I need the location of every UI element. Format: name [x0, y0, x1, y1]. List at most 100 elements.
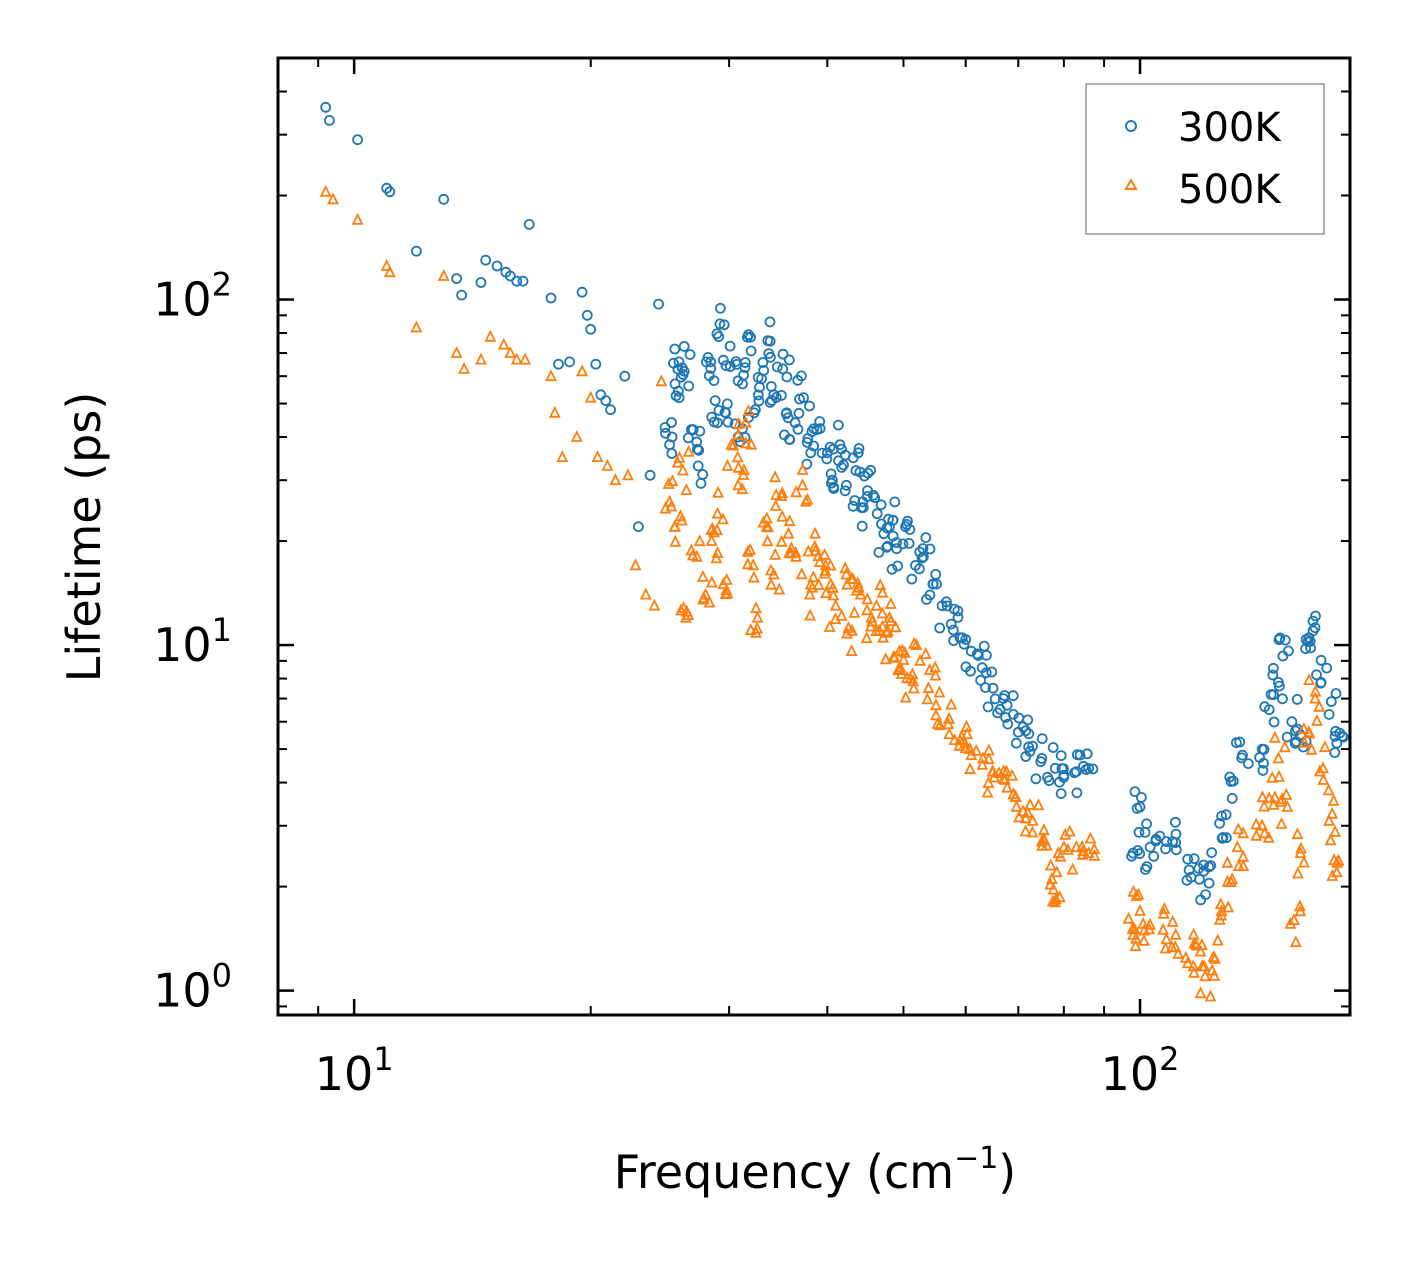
series-300k-point [1323, 709, 1335, 720]
series-300k-point [856, 520, 868, 532]
series-300k-point [789, 417, 801, 429]
series-500k-point [982, 775, 995, 788]
series-500k-point [1063, 824, 1076, 837]
series-500k-point [1050, 865, 1063, 878]
series-300k-point [670, 390, 682, 402]
series-500k-point [1061, 842, 1074, 855]
series-300k-point [764, 335, 776, 347]
series-300k-point [1220, 809, 1232, 821]
series-500k-point [720, 572, 733, 585]
series-500k-point [1187, 959, 1200, 972]
series-500k-point [1160, 932, 1173, 945]
series-500k-point [1310, 713, 1323, 726]
series-500k-point [870, 598, 883, 611]
series-500k-point [1059, 827, 1072, 840]
series-300k-point [1023, 728, 1035, 740]
series-500k-point [750, 601, 762, 614]
series-500k-point [1143, 922, 1156, 935]
series-500k-point [1319, 740, 1331, 753]
series-300k-point [475, 277, 487, 288]
x-tick-label: 102 [1101, 1040, 1180, 1101]
series-500k-point [1237, 826, 1250, 839]
series-500k-point [1204, 989, 1217, 1002]
series-500k-point [1165, 940, 1178, 953]
series-500k-point [1326, 806, 1339, 819]
series-300k-point [675, 371, 687, 383]
series-300k-point [718, 319, 730, 331]
series-500k-point [899, 690, 912, 703]
series-300k-point [752, 389, 764, 401]
series-300k-point [978, 640, 990, 652]
series-500k-point [910, 638, 923, 650]
series-500k-point [675, 603, 687, 616]
series-500k-point [668, 519, 681, 532]
series-500k-point [662, 476, 675, 489]
series-500k-point [796, 462, 809, 475]
series-500k-point [934, 718, 946, 731]
series-300k-point [952, 612, 964, 623]
series-300k-point [644, 469, 656, 481]
series-300k-point [980, 682, 991, 693]
series-500k-point [764, 563, 777, 576]
series-500k-point [827, 588, 840, 601]
series-500k-markers [319, 184, 1345, 1002]
series-300k-point [745, 331, 756, 343]
series-500k-point [769, 547, 782, 560]
series-300k-point [585, 323, 597, 335]
series-500k-point [963, 741, 976, 754]
series-500k-point [1206, 963, 1219, 976]
series-300k-point [600, 395, 612, 407]
series-500k-point [1297, 721, 1310, 734]
series-300k-point [1279, 634, 1291, 646]
series-500k-point [1070, 840, 1083, 853]
series-300k-point [1203, 861, 1215, 873]
series-300k-point [1035, 756, 1047, 768]
series-500k-point [852, 580, 865, 593]
series-300k-point [891, 537, 902, 548]
series-500k-point [876, 619, 889, 632]
series-500k-point [776, 486, 789, 499]
series-500k-point [504, 345, 517, 358]
series-500k-point [907, 674, 920, 687]
series-500k-point [812, 577, 825, 590]
series-300k-point [1277, 693, 1288, 705]
series-500k-point [1309, 684, 1322, 697]
series-500k-point [762, 520, 775, 533]
series-300k-point [1236, 752, 1248, 764]
series-500k-point [930, 698, 942, 711]
series-300k-point [323, 115, 335, 126]
series-500k-point [901, 671, 913, 683]
series-500k-point [841, 577, 854, 590]
series-300k-point [410, 245, 422, 257]
series-300k-point [1300, 634, 1312, 645]
series-500k-point [1047, 882, 1060, 895]
series-300k-point [821, 453, 833, 465]
series-500k-point [921, 692, 934, 705]
series-300k-point [1136, 792, 1147, 803]
series-500k-point [1291, 866, 1304, 879]
series-500k-point [576, 364, 589, 377]
series-300k-point [564, 356, 575, 368]
series-500k-point [823, 619, 836, 632]
series-300k-point [828, 443, 839, 455]
series-500k-point [1194, 986, 1207, 999]
series-500k-point [1221, 874, 1234, 887]
series-300k-point [782, 412, 794, 424]
series-300k-point [828, 483, 840, 495]
series-300k-point [511, 275, 523, 287]
series-500k-point [765, 577, 778, 590]
y-tick-label: 101 [153, 611, 232, 672]
series-500k-point [919, 647, 932, 659]
series-300k-point [619, 370, 631, 382]
series-500k-point [736, 482, 749, 495]
series-500k-point [760, 511, 773, 524]
series-300k-point [684, 349, 696, 361]
series-300k-point [1047, 742, 1059, 753]
series-300k-point [1195, 894, 1206, 906]
series-500k-point [1309, 691, 1322, 704]
series-300k-point [930, 569, 942, 580]
series-500k-point [680, 483, 693, 496]
series-300k-point [1020, 725, 1032, 737]
series-300k-point [1071, 787, 1083, 799]
series-500k-point [682, 444, 695, 457]
